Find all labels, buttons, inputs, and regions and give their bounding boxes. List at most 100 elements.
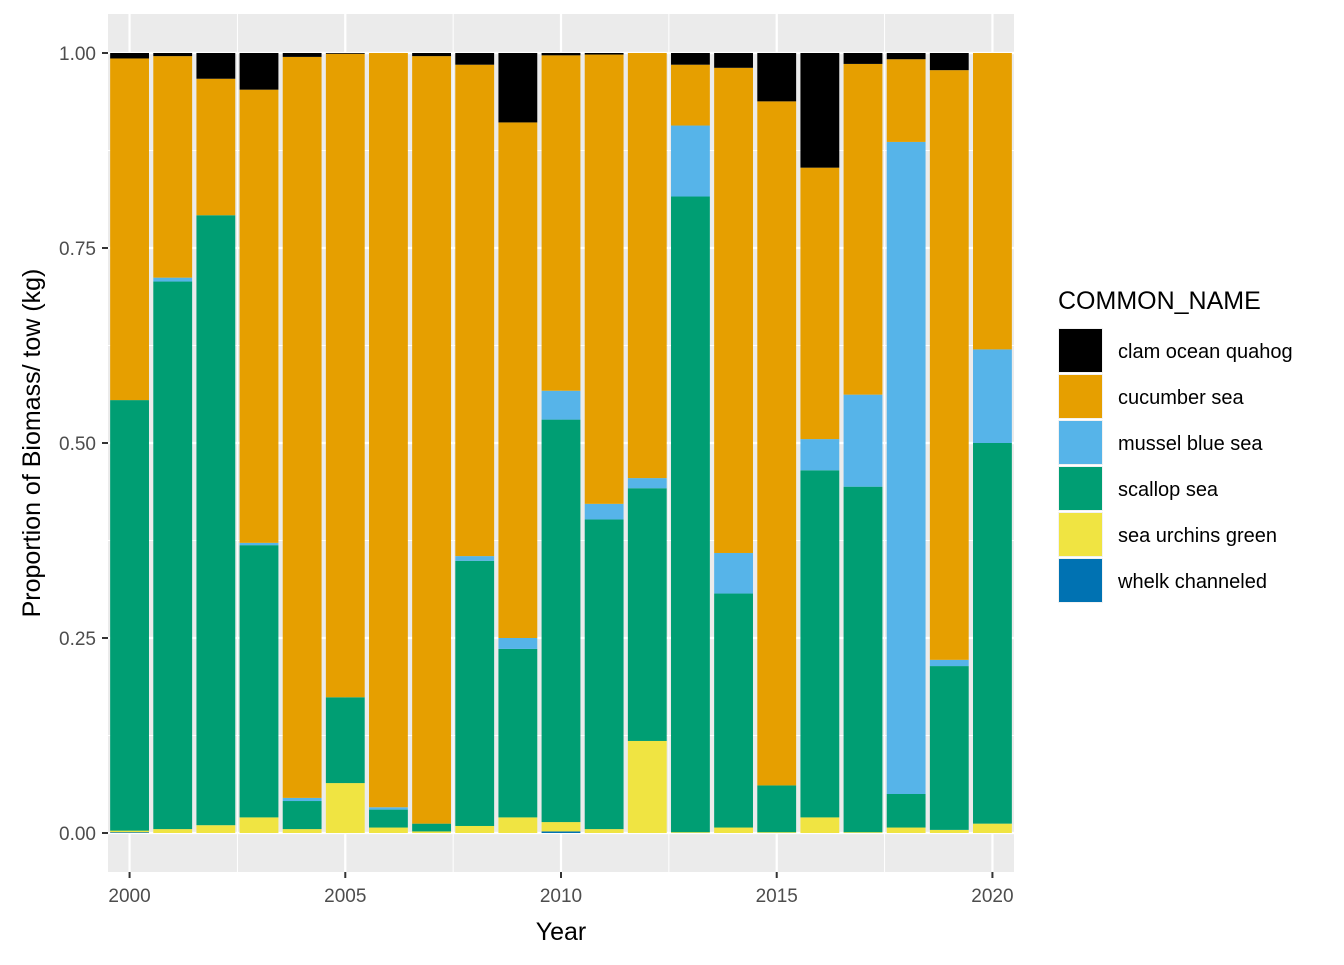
bar-segment-scallop-sea-2009 — [498, 648, 538, 818]
y-tick-label: 0.75 — [59, 239, 96, 260]
bar-segment-scallop-sea-2000 — [110, 400, 149, 831]
bar-segment-mussel-blue-sea-2010 — [541, 390, 581, 420]
bar-segment-mussel-blue-sea-2006 — [369, 807, 408, 810]
bar-segment-mussel-blue-sea-2014 — [714, 552, 753, 594]
bar-segment-sea-urchins-green-2009 — [498, 817, 538, 833]
bar-segment-whelk-channeled-2000 — [110, 832, 149, 833]
bar-segment-cucumber-sea-2014 — [714, 67, 753, 553]
bar-segment-sea-urchins-green-2007 — [412, 831, 451, 833]
bar-segment-scallop-sea-2005 — [325, 697, 365, 784]
bar-segment-clam-ocean-quahog-2009 — [498, 53, 538, 123]
bar-segment-sea-urchins-green-2006 — [369, 827, 408, 833]
bar-segment-sea-urchins-green-2019 — [929, 829, 969, 833]
bar-segment-sea-urchins-green-2017 — [843, 832, 883, 833]
bar-segment-scallop-sea-2012 — [627, 488, 667, 741]
bar-segment-clam-ocean-quahog-2018 — [886, 53, 926, 60]
bar-segment-sea-urchins-green-2008 — [455, 825, 495, 833]
y-axis-title: Proportion of Biomass/ tow (kg) — [18, 269, 46, 618]
bar-segment-clam-ocean-quahog-2010 — [541, 53, 581, 56]
bar-segment-sea-urchins-green-2015 — [757, 832, 797, 833]
legend-swatch — [1059, 421, 1102, 464]
bar-segment-cucumber-sea-2013 — [671, 64, 710, 126]
bar-segment-scallop-sea-2015 — [757, 785, 797, 833]
bar-segment-sea-urchins-green-2004 — [282, 829, 322, 833]
bar-segment-cucumber-sea-2011 — [584, 54, 624, 504]
legend-swatch — [1059, 467, 1102, 510]
y-tick-label: 0.50 — [59, 434, 96, 455]
y-tick-label: 1.00 — [59, 44, 96, 65]
bar-segment-cucumber-sea-2018 — [886, 59, 926, 142]
bar-segment-scallop-sea-2002 — [196, 215, 236, 826]
legend-label: mussel blue sea — [1118, 433, 1263, 455]
bar-segment-clam-ocean-quahog-2017 — [843, 53, 883, 64]
bar-segment-cucumber-sea-2001 — [153, 56, 193, 278]
bar-segment-cucumber-sea-2019 — [929, 70, 969, 660]
bar-segment-cucumber-sea-2012 — [627, 53, 667, 479]
bar-segment-whelk-channeled-2010 — [541, 831, 581, 833]
bar-segment-mussel-blue-sea-2019 — [929, 659, 969, 667]
legend-swatch — [1059, 513, 1102, 556]
bar-segment-mussel-blue-sea-2013 — [671, 125, 710, 197]
bar-segment-cucumber-sea-2015 — [757, 101, 797, 786]
bar-segment-cucumber-sea-2010 — [541, 55, 581, 391]
bar-segment-scallop-sea-2001 — [153, 281, 193, 830]
bar-segment-cucumber-sea-2017 — [843, 63, 883, 395]
bar-segment-mussel-blue-sea-2020 — [973, 349, 1012, 443]
bar-segment-cucumber-sea-2009 — [498, 122, 538, 639]
bar-segment-scallop-sea-2007 — [412, 823, 451, 832]
bar-segment-clam-ocean-quahog-2002 — [196, 53, 236, 79]
bar-segment-scallop-sea-2018 — [886, 794, 926, 828]
bar-segment-sea-urchins-green-2002 — [196, 825, 236, 833]
bar-segment-mussel-blue-sea-2008 — [455, 556, 495, 561]
bar-segment-clam-ocean-quahog-2000 — [110, 53, 149, 59]
bar-segment-sea-urchins-green-2000 — [110, 830, 149, 833]
bar-segment-sea-urchins-green-2012 — [627, 740, 667, 833]
x-tick-label: 2015 — [756, 886, 798, 907]
legend-label: clam ocean quahog — [1118, 341, 1293, 363]
bar-segment-scallop-sea-2011 — [584, 519, 624, 830]
bar-segment-scallop-sea-2004 — [282, 801, 322, 830]
bar-segment-sea-urchins-green-2013 — [671, 832, 710, 833]
bar-segment-scallop-sea-2006 — [369, 809, 408, 828]
legend-label: cucumber sea — [1118, 387, 1244, 409]
bar-segment-scallop-sea-2017 — [843, 486, 883, 833]
x-tick-label: 2005 — [324, 886, 366, 907]
legend-items: clam ocean quahog cucumber sea mussel blue… — [1058, 328, 1293, 603]
bar-stacks — [110, 53, 1012, 833]
bar-segment-clam-ocean-quahog-2003 — [239, 53, 279, 90]
bar-segment-cucumber-sea-2003 — [239, 89, 279, 543]
legend-swatch — [1059, 375, 1102, 418]
legend-swatch — [1059, 559, 1102, 602]
bar-segment-scallop-sea-2019 — [929, 666, 969, 830]
x-tick-label: 2010 — [540, 886, 582, 907]
y-tick-label: 0.00 — [59, 824, 96, 845]
x-axis: 2000 2005 2010 2015 2020 — [108, 872, 1014, 907]
legend-title: COMMON_NAME — [1058, 287, 1261, 315]
bar-segment-clam-ocean-quahog-2001 — [153, 53, 193, 57]
bar-segment-cucumber-sea-2004 — [282, 56, 322, 798]
bar-segment-mussel-blue-sea-2012 — [627, 478, 667, 489]
legend-label: scallop sea — [1118, 479, 1219, 501]
bar-segment-sea-urchins-green-2011 — [584, 829, 624, 833]
bar-segment-clam-ocean-quahog-2005 — [325, 53, 365, 54]
bar-segment-mussel-blue-sea-2009 — [498, 638, 538, 649]
bar-segment-sea-urchins-green-2001 — [153, 829, 193, 833]
bar-segment-clam-ocean-quahog-2015 — [757, 53, 797, 102]
x-tick-label: 2020 — [971, 886, 1013, 907]
y-tick-label: 0.25 — [59, 629, 96, 650]
bar-segment-clam-ocean-quahog-2011 — [584, 53, 624, 55]
bar-segment-scallop-sea-2003 — [239, 545, 279, 818]
bar-segment-cucumber-sea-2020 — [973, 53, 1012, 350]
bar-segment-sea-urchins-green-2018 — [886, 827, 926, 833]
bar-segment-cucumber-sea-2007 — [412, 56, 451, 824]
bar-segment-clam-ocean-quahog-2019 — [929, 53, 969, 71]
bar-segment-mussel-blue-sea-2017 — [843, 394, 883, 487]
bar-segment-scallop-sea-2014 — [714, 593, 753, 828]
bar-segment-sea-urchins-green-2020 — [973, 823, 1012, 833]
legend-swatch — [1059, 329, 1102, 372]
bar-segment-cucumber-sea-2008 — [455, 64, 495, 557]
bar-segment-scallop-sea-2020 — [973, 443, 1012, 824]
bar-segment-cucumber-sea-2000 — [110, 58, 149, 401]
